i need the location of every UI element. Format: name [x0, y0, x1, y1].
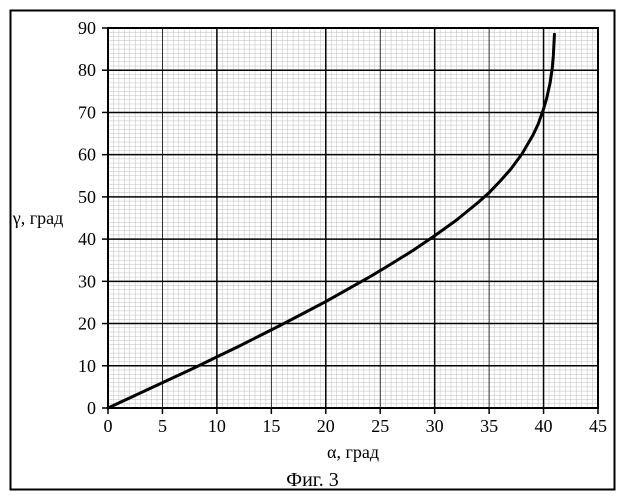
- y-tick-label: 40: [78, 229, 96, 249]
- figure-container: 0 5 10 15 20 25 30 35 40 45 0 10 20 30 40 50 60 70 80 90 α, …: [0, 0, 625, 500]
- x-axis-label: α, град: [327, 442, 379, 462]
- x-tick-label: 15: [262, 416, 280, 436]
- y-tick-label: 30: [78, 271, 96, 291]
- y-tick-label: 20: [78, 314, 96, 334]
- x-tick-label: 5: [158, 416, 167, 436]
- x-tick-label: 40: [535, 416, 553, 436]
- x-tick-label: 25: [371, 416, 389, 436]
- chart-svg: 0 5 10 15 20 25 30 35 40 45 0 10 20 30 40 50 60 70 80 90 α, …: [0, 0, 625, 500]
- y-tick-label: 90: [78, 18, 96, 38]
- y-tick-label: 80: [78, 60, 96, 80]
- y-tick-label: 50: [78, 187, 96, 207]
- x-tick-label: 20: [317, 416, 335, 436]
- y-tick-label: 10: [78, 356, 96, 376]
- figure-caption: Фиг. 3: [286, 469, 338, 491]
- y-tick-label: 60: [78, 145, 96, 165]
- x-tick-label: 45: [589, 416, 607, 436]
- x-tick-label: 30: [426, 416, 444, 436]
- y-axis-label: γ, град: [12, 208, 63, 228]
- y-tick-label: 70: [78, 102, 96, 122]
- x-tick-label: 10: [208, 416, 226, 436]
- x-tick-label: 35: [480, 416, 498, 436]
- x-tick-label: 0: [104, 416, 113, 436]
- y-tick-label: 0: [87, 398, 96, 418]
